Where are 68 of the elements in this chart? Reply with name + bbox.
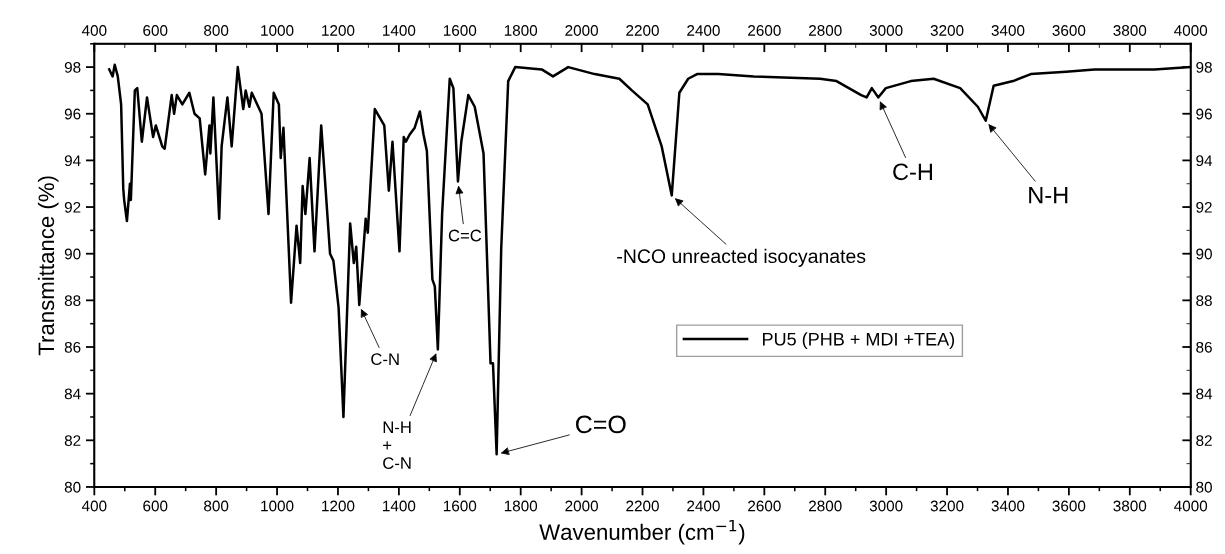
annotation: -NCO unreacted isocyanates [617,248,866,267]
x2-tick-label: 2800 [809,500,842,512]
x2-tick-label: 3600 [1052,500,1086,512]
x-tick-label: 2600 [748,25,781,36]
x-tick-label: 2000 [565,25,598,36]
x2-tick-label: 2200 [626,500,659,512]
y-tick-label: 84 [64,388,81,400]
x-axis-title: Wavenumber (cm$^{−1}$) [539,519,745,545]
x-tick-label: 3000 [869,25,903,36]
x2-tick-label: 1400 [383,500,416,512]
y-tick-label: 96 [64,108,81,120]
y2-tick-label: 86 [1196,341,1212,353]
x2-tick-label: 1800 [504,500,538,512]
annotation: C=O [576,415,626,434]
x-tick-label: 3200 [930,25,964,36]
x2-tick-label: 1600 [443,500,477,512]
x2-tick-label: 600 [143,500,168,512]
y2-tick-label: 88 [1196,295,1212,307]
x-tick-label: 3800 [1113,25,1147,36]
x-tick-label: 400 [81,25,107,36]
y2-tick-label: 90 [1196,248,1212,260]
y-tick-label: 88 [64,295,81,307]
x2-tick-label: 2400 [687,500,720,512]
y-axis-title: Transmittance (%) [37,176,59,356]
y2-tick-label: 92 [1196,201,1212,213]
x2-tick-label: 800 [204,500,229,512]
x-tick-label: 1000 [261,25,294,36]
x-tick-label: 1600 [443,25,477,36]
y-tick-label: 82 [64,435,81,446]
x2-tick-label: 1000 [261,500,294,512]
x-tick-label: 2400 [687,25,720,36]
y-tick-label: 90 [64,248,81,260]
x2-tick-label: 2600 [748,500,781,512]
annotation: N-H [1029,186,1068,204]
x-tick-label: 1200 [322,25,355,36]
y2-tick-label: 80 [1196,481,1212,493]
y2-tick-label: 94 [1196,155,1213,167]
y2-tick-label: 98 [1196,61,1212,73]
y-tick-label: 98 [64,61,81,73]
y-tick-label: 86 [64,341,81,353]
x2-tick-label: 3400 [991,500,1025,512]
annotation: C=C [448,229,482,242]
annotation: C-H [893,163,933,181]
x-tick-label: 800 [204,25,229,36]
x2-tick-label: 1200 [322,500,355,512]
x-tick-label: 2200 [626,25,659,36]
x2-tick-label: 3200 [930,500,964,512]
x-tick-label: 4000 [1174,25,1208,36]
x-tick-label: 1400 [383,25,416,36]
y2-tick-label: 84 [1196,388,1213,400]
x-tick-label: 3600 [1052,25,1086,36]
y2-tick-label: 82 [1196,435,1212,446]
annotation: C-N [371,353,399,366]
x-tick-label: 3400 [991,25,1025,36]
x-tick-label: 600 [143,25,168,36]
x2-tick-label: 3800 [1113,500,1147,512]
x-tick-label: 1800 [504,25,538,36]
x2-tick-label: 2000 [565,500,598,512]
y-tick-label: 94 [64,155,81,167]
x2-tick-label: 4000 [1174,500,1208,512]
x2-tick-label: 400 [81,500,107,512]
x2-tick-label: 3000 [869,500,903,512]
y2-tick-label: 96 [1196,108,1212,120]
legend-label: PU5 (PHB + MDI +TEA) [763,332,955,350]
annotation: N-H + C-N [383,421,411,469]
y-tick-label: 80 [64,481,81,493]
y-tick-label: 92 [64,201,81,213]
x-tick-label: 2800 [809,25,842,36]
